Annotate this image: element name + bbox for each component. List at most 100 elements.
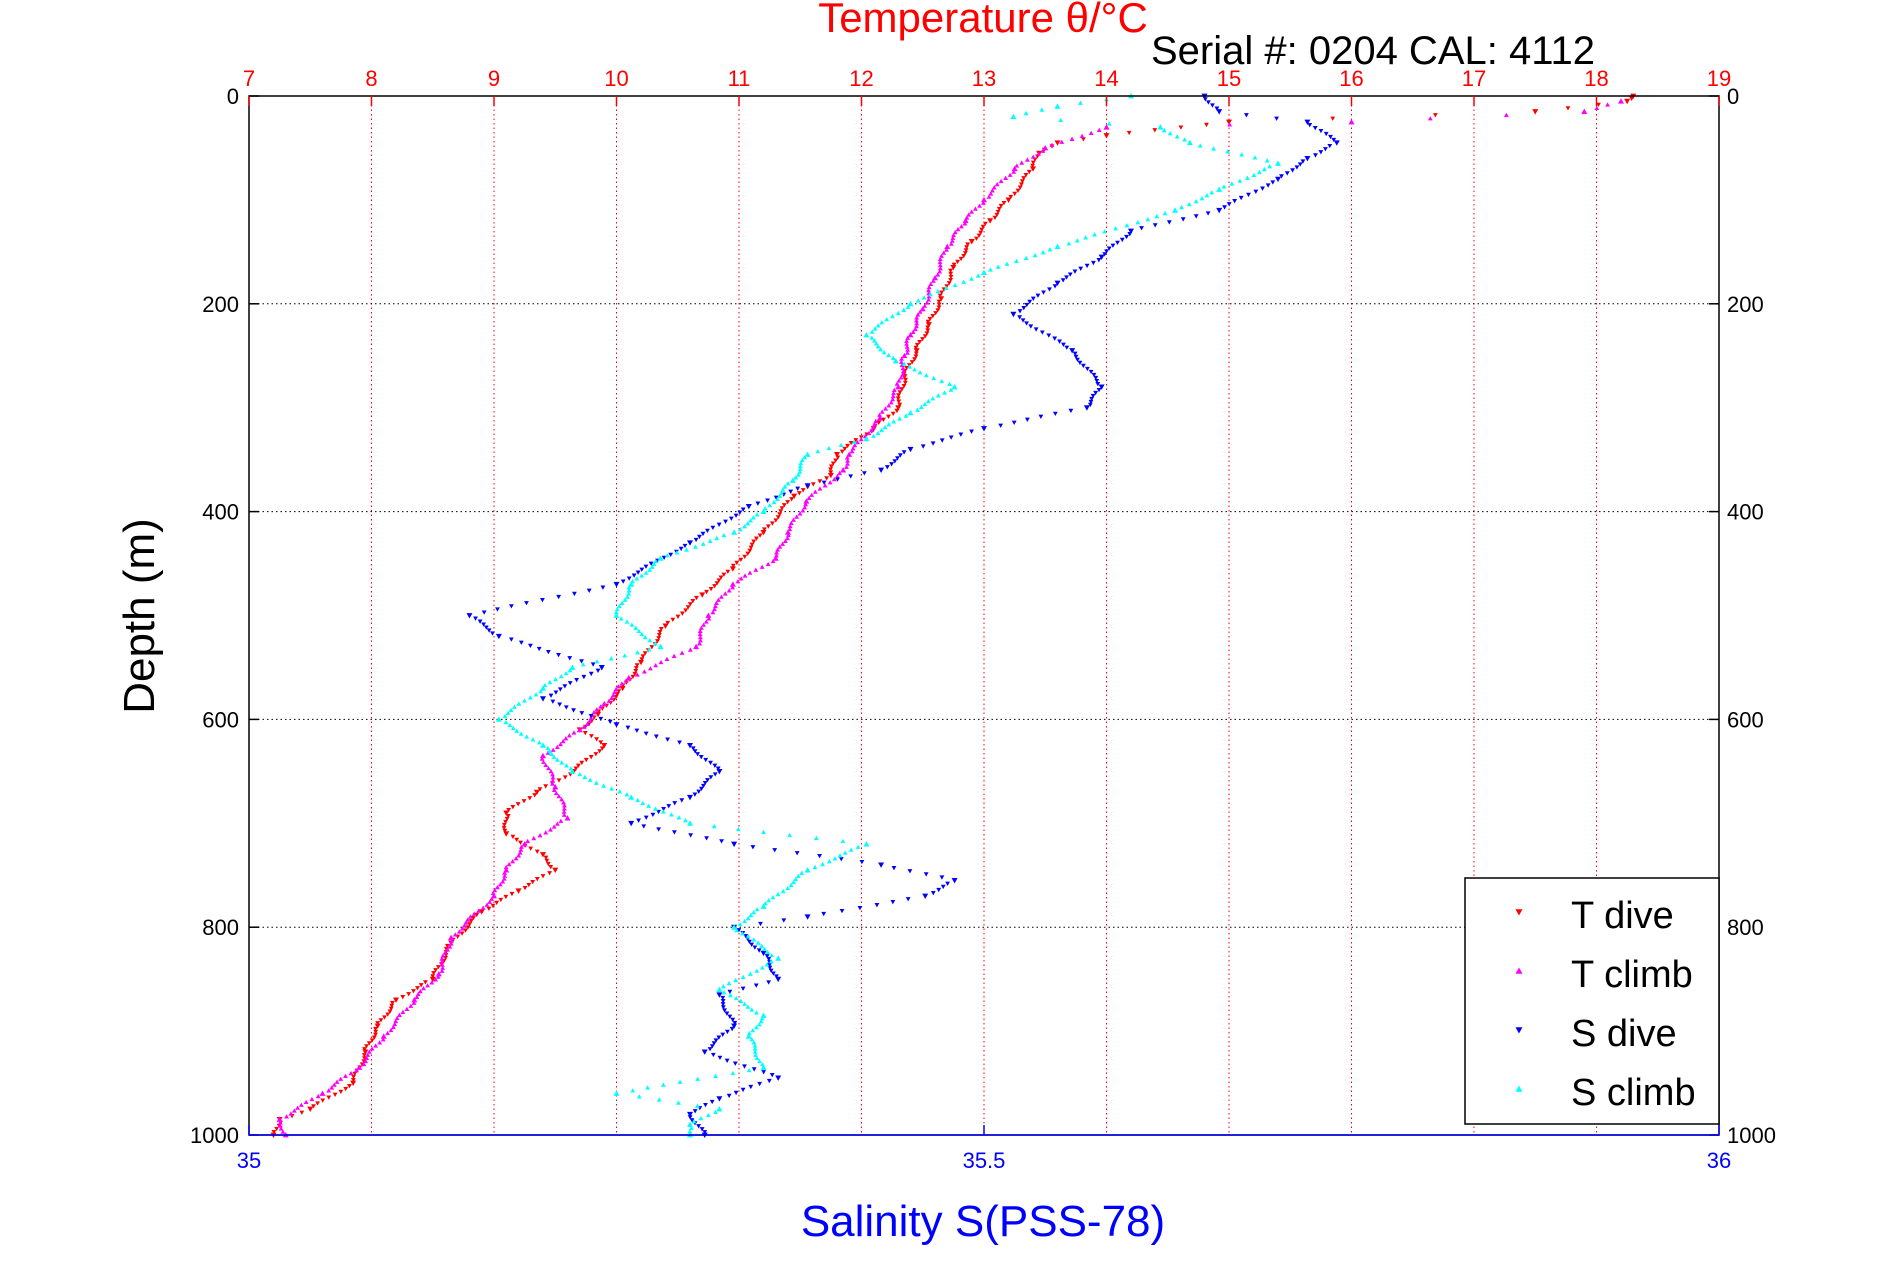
trail-point xyxy=(643,731,649,736)
trail-point xyxy=(1313,153,1318,158)
trail-point xyxy=(897,402,903,407)
trail-point xyxy=(320,1098,326,1103)
trail-point xyxy=(757,533,763,538)
trail-point xyxy=(779,506,785,511)
trail-point xyxy=(1067,272,1073,277)
trail-point xyxy=(683,608,689,613)
trail-point xyxy=(872,421,878,427)
data-point xyxy=(307,1106,314,1113)
trail-point xyxy=(656,636,662,641)
trail-point xyxy=(815,448,821,454)
trail-point xyxy=(904,365,910,371)
trail-point xyxy=(699,1127,705,1132)
trail-point xyxy=(624,619,630,624)
trail-point xyxy=(694,595,699,601)
trail-point xyxy=(1090,260,1096,266)
trail-point xyxy=(913,351,919,356)
trail-point xyxy=(666,804,672,809)
trail-point xyxy=(882,424,888,430)
trail-point xyxy=(959,224,964,229)
trail-point xyxy=(683,818,688,823)
data-point xyxy=(981,426,987,432)
trail-point xyxy=(837,853,843,858)
data-point xyxy=(1532,109,1539,115)
trail-point xyxy=(907,869,913,874)
trail-point xyxy=(513,856,519,861)
trail-point xyxy=(881,349,887,355)
trail-point xyxy=(298,1102,304,1107)
trail-point xyxy=(835,477,840,482)
trail-point xyxy=(766,1078,772,1084)
trail-point xyxy=(421,985,426,991)
trail-point xyxy=(1135,220,1141,225)
trail-point xyxy=(1145,216,1151,222)
trail-point xyxy=(494,884,500,890)
trail-point xyxy=(876,420,882,425)
trail-point xyxy=(720,1032,726,1037)
trail-point xyxy=(1279,174,1284,179)
trail-point xyxy=(385,1030,391,1036)
trail-point xyxy=(539,756,545,761)
trail-point xyxy=(702,1130,708,1135)
trail-point xyxy=(724,1058,730,1063)
trail-point xyxy=(913,345,919,351)
trail-point xyxy=(653,734,659,739)
trail-point xyxy=(1017,309,1023,314)
trail-point xyxy=(609,695,615,700)
trail-point xyxy=(504,816,510,822)
trail-point xyxy=(291,1108,297,1113)
trail-point xyxy=(518,731,524,736)
trail-point xyxy=(584,721,590,726)
trail-point xyxy=(914,315,920,320)
trail-point xyxy=(941,250,947,255)
trail-point xyxy=(1084,263,1090,269)
trail-point xyxy=(1032,252,1038,258)
trail-point xyxy=(780,888,786,894)
data-point xyxy=(1157,124,1164,130)
trail-point xyxy=(696,1124,702,1129)
trail-point xyxy=(795,873,801,879)
trail-point xyxy=(798,460,804,466)
trail-point xyxy=(698,638,703,643)
data-point xyxy=(775,1075,782,1081)
depth-tick-label-right: 200 xyxy=(1727,292,1764,317)
trail-point xyxy=(439,968,445,973)
trail-point xyxy=(748,912,754,918)
trail-point xyxy=(878,347,883,352)
trail-point xyxy=(1193,214,1199,219)
trail-point xyxy=(1024,302,1030,308)
trail-point xyxy=(647,666,653,671)
trail-point xyxy=(828,470,834,475)
trail-point xyxy=(715,766,721,771)
trail-point xyxy=(872,326,878,331)
trail-point xyxy=(797,469,803,474)
trail-point xyxy=(1052,284,1058,289)
trail-point xyxy=(649,564,655,569)
trail-point xyxy=(730,1070,736,1076)
trail-point xyxy=(387,1009,393,1014)
trail-point xyxy=(388,1006,394,1011)
trail-point xyxy=(835,455,841,460)
trail-point xyxy=(817,486,823,491)
trail-point xyxy=(703,757,709,763)
trail-point xyxy=(1124,223,1130,228)
trail-point xyxy=(1090,393,1096,399)
trail-point xyxy=(1014,163,1020,168)
trail-point xyxy=(879,427,885,433)
data-point xyxy=(1103,133,1110,139)
trail-point xyxy=(892,459,898,464)
data-point xyxy=(895,405,902,411)
trail-point xyxy=(1030,160,1036,165)
trail-point xyxy=(543,762,549,768)
trail-point xyxy=(735,579,741,584)
trail-point xyxy=(506,861,512,867)
trail-point xyxy=(742,524,747,529)
trail-point xyxy=(586,588,592,593)
trail-point xyxy=(1252,155,1258,160)
trail-point xyxy=(799,870,805,876)
serial-annotation: Serial #: 0204 CAL: 4112 xyxy=(1151,29,1595,73)
trail-point xyxy=(930,890,936,896)
trail-point xyxy=(791,517,796,522)
trail-point xyxy=(726,1093,732,1099)
trail-point xyxy=(649,645,655,650)
